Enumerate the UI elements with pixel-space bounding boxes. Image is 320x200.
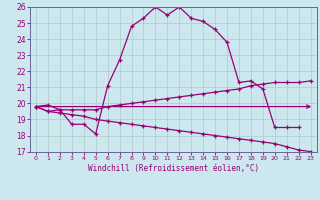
X-axis label: Windchill (Refroidissement éolien,°C): Windchill (Refroidissement éolien,°C) [88,164,259,173]
